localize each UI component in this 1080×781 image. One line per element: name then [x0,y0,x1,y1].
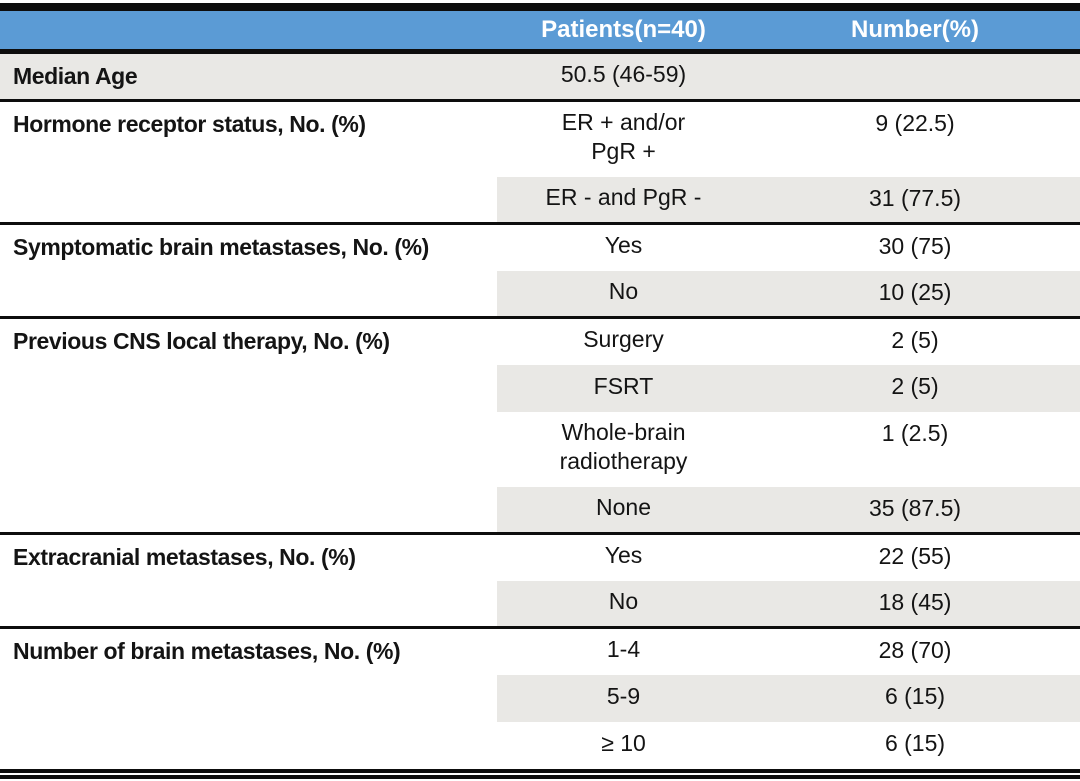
value-cell: 35 (87.5) [750,486,1080,534]
patient-characteristics-table: Patients(n=40) Number(%) Median Age 50.5 … [0,11,1080,769]
sub-category-cell: 5-9 [497,674,750,722]
header-patients-cell: Patients(n=40) [497,11,750,54]
table-row: Median Age 50.5 (46-59) [0,51,1080,101]
header-spacer-cell [0,11,497,54]
sub-category-cell: No [497,270,750,318]
top-black-rule [0,3,1080,11]
table-row: Hormone receptor status, No. (%) ER + and… [0,98,1080,224]
value-cell: 9 (22.5) [750,98,1080,177]
table-row: No 18 (45) [0,580,1080,628]
sub-category-cell: Whole-brain radiotherapy [559,418,688,475]
sub-category-cell: ER + and/or PgR + [497,98,750,177]
header-number-cell: Number(%) [750,11,1080,54]
table-row: Number of brain metastases, No. (%) 1-4 28… [0,626,1080,769]
sub-category-cell: None [497,486,750,534]
row-group-label: Median Age [0,51,497,101]
table-body: Median Age 50.5 (46-59) Hormone receptor s… [0,51,1080,769]
sub-category-cell: Yes [497,222,750,271]
row-group-label: Number of brain metastases, No. (%) [0,626,497,769]
value-cell: 31 (77.5) [750,176,1080,224]
table-row: Whole-brain radiotherapy 1 (2.5) [0,412,1080,487]
value-cell: 2 (5) [750,364,1080,412]
table-row: No 10 (25) [0,270,1080,318]
table-row: Extracranial metastases, No. (%) Yes 22 (5… [0,532,1080,628]
sub-category-cell: FSRT [497,364,750,412]
bottom-double-rule [0,768,1080,779]
header-row: Patients(n=40) Number(%) [0,11,1080,54]
sub-category-cell: 1-4 [497,626,750,675]
top-margin [0,0,1080,3]
row-group-label: Symptomatic brain metastases, No. (%) [0,222,497,318]
value-cell: 30 (75) [750,222,1080,271]
table-row: Symptomatic brain metastases, No. (%) Yes… [0,222,1080,318]
table-row: 5-9 6 (15) [0,674,1080,722]
sub-category-cell: Yes [497,532,750,581]
value-cell: 2 (5) [750,316,1080,365]
value-cell: 10 (25) [750,270,1080,318]
row-group-label: Extracranial metastases, No. (%) [0,532,497,628]
sub-category-cell: Surgery [497,316,750,365]
table-row: Previous CNS local therapy, No. (%) Surge… [0,316,1080,534]
row-group-label: Previous CNS local therapy, No. (%) [0,316,497,534]
table-header: Patients(n=40) Number(%) [0,11,1080,54]
sub-category-cell: ER - and PgR - [497,176,750,224]
row-group-label: Hormone receptor status, No. (%) [0,98,497,224]
table-row: ≥ 10 6 (15) [0,722,1080,769]
value-cell: 6 (15) [884,729,946,756]
value-cell: 1 (2.5) [881,419,949,446]
sub-category-cell: No [497,580,750,628]
sub-category-cell: ≥ 10 [601,730,646,757]
value-cell [750,51,1080,101]
table-row: ER - and PgR -31 (77.5) [0,176,1080,224]
sub-category-cell: 50.5 (46-59) [497,51,750,101]
value-cell: 6 (15) [750,674,1080,722]
table-row: FSRT 2 (5) [0,364,1080,412]
value-cell: 18 (45) [750,580,1080,628]
value-cell: 28 (70) [750,626,1080,675]
table-row: None 35 (87.5) [0,486,1080,534]
value-cell: 22 (55) [750,532,1080,581]
